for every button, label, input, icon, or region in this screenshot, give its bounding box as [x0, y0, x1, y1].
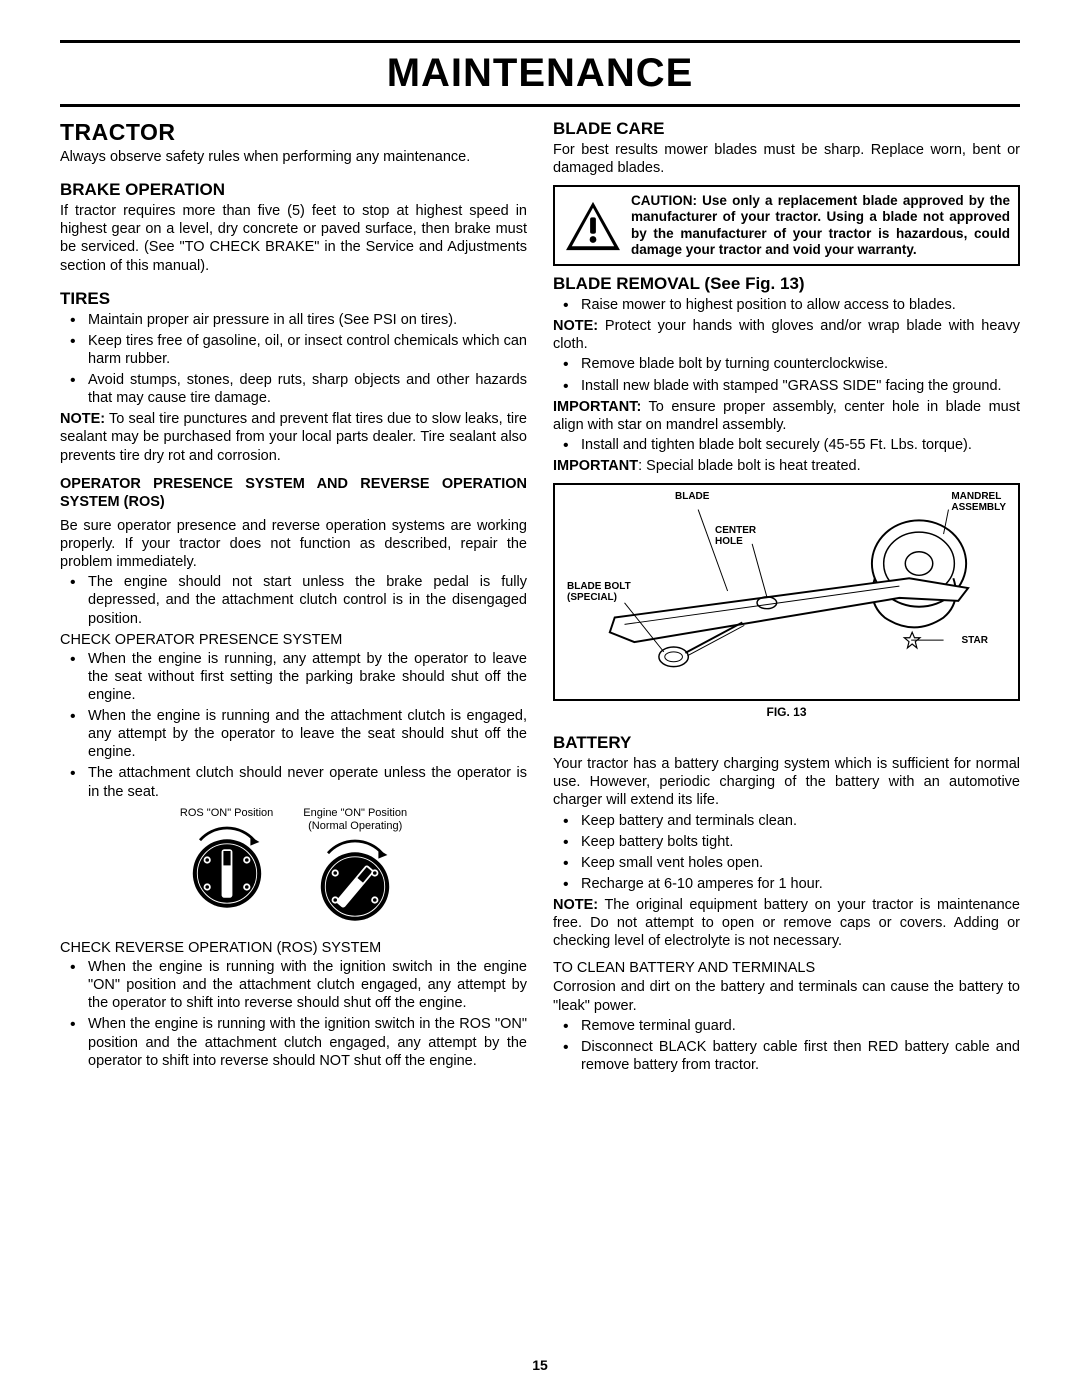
dial-engine-icon — [310, 837, 400, 927]
dial-engine-caption: Engine "ON" Position(Normal Operating) — [303, 807, 407, 833]
list-item: The engine should not start unless the b… — [88, 573, 527, 627]
page-number: 15 — [0, 1357, 1080, 1373]
list-item: Keep battery and terminals clean. — [581, 812, 1020, 830]
battery-list: Keep battery and terminals clean. Keep b… — [553, 812, 1020, 894]
list-item: Keep tires free of gasoline, oil, or ins… — [88, 332, 527, 368]
tractor-heading: TRACTOR — [60, 119, 527, 146]
clean-battery-heading: TO CLEAN BATTERY AND TERMINALS — [553, 960, 1020, 976]
ops-list-3: When the engine is running with the igni… — [60, 958, 527, 1070]
battery-note: NOTE: The original equipment battery on … — [553, 896, 1020, 950]
clean-battery-list: Remove terminal guard. Disconnect BLACK … — [553, 1017, 1020, 1074]
list-item: When the engine is running with the igni… — [88, 1015, 527, 1069]
blade-removal-list-1: Raise mower to highest position to allow… — [553, 296, 1020, 314]
list-item: Avoid stumps, stones, deep ruts, sharp o… — [88, 371, 527, 407]
left-column: TRACTOR Always observe safety rules when… — [60, 119, 527, 1077]
tires-list: Maintain proper air pressure in all tire… — [60, 311, 527, 408]
dial-engine: Engine "ON" Position(Normal Operating) — [303, 807, 407, 932]
blade-removal-note1: NOTE: Protect your hands with gloves and… — [553, 317, 1020, 353]
dials-row: ROS "ON" Position Engine "ON" Position( — [60, 807, 527, 932]
list-item: Keep battery bolts tight. — [581, 833, 1020, 851]
tractor-intro: Always observe safety rules when perform… — [60, 148, 527, 166]
label-mandrel: MANDREL ASSEMBLY — [951, 491, 1006, 513]
ops-list-2: When the engine is running, any attempt … — [60, 650, 527, 801]
list-item: When the engine is running with the igni… — [88, 958, 527, 1012]
right-column: BLADE CARE For best results mower blades… — [553, 119, 1020, 1077]
check-ros-heading: CHECK REVERSE OPERATION (ROS) SYSTEM — [60, 940, 527, 956]
ops-heading: OPERATOR PRESENCE SYSTEM AND REVERSE OPE… — [60, 475, 527, 511]
label-blade-bolt: BLADE BOLT (SPECIAL) — [567, 581, 631, 603]
list-item: Maintain proper air pressure in all tire… — [88, 311, 527, 329]
tires-heading: TIRES — [60, 289, 527, 309]
battery-heading: BATTERY — [553, 733, 1020, 753]
label-star: STAR — [962, 635, 988, 646]
blade-removal-imp1: IMPORTANT: To ensure proper assembly, ce… — [553, 398, 1020, 434]
list-item: When the engine is running and the attac… — [88, 707, 527, 761]
page-title: MAINTENANCE — [60, 43, 1020, 104]
title-bottom-rule — [60, 104, 1020, 107]
battery-intro: Your tractor has a battery charging syst… — [553, 755, 1020, 809]
warning-triangle-icon — [563, 193, 623, 258]
important-label: IMPORTANT — [553, 458, 638, 474]
tires-note: NOTE: To seal tire punctures and prevent… — [60, 410, 527, 464]
check-presence-heading: CHECK OPERATOR PRESENCE SYSTEM — [60, 632, 527, 648]
important-label: IMPORTANT: — [553, 399, 641, 415]
blade-care-heading: BLADE CARE — [553, 119, 1020, 139]
label-blade: BLADE — [675, 491, 709, 502]
ops-intro: Be sure operator presence and reverse op… — [60, 517, 527, 571]
blade-care-text: For best results mower blades must be sh… — [553, 141, 1020, 177]
list-item: Raise mower to highest position to allow… — [581, 296, 1020, 314]
brake-heading: BRAKE OPERATION — [60, 180, 527, 200]
list-item: Install new blade with stamped "GRASS SI… — [581, 377, 1020, 395]
note-label: NOTE: — [60, 411, 105, 427]
list-item: Remove terminal guard. — [581, 1017, 1020, 1035]
note-label: NOTE: — [553, 318, 598, 334]
blade-diagram: BLADE MANDREL ASSEMBLY CENTER HOLE BLADE… — [553, 483, 1020, 701]
list-item: When the engine is running, any attempt … — [88, 650, 527, 704]
label-center-hole: CENTER HOLE — [715, 525, 756, 547]
blade-removal-heading: BLADE REMOVAL (See Fig. 13) — [553, 274, 1020, 294]
list-item: Remove blade bolt by turning countercloc… — [581, 355, 1020, 373]
caution-box: CAUTION: Use only a replacement blade ap… — [553, 185, 1020, 266]
note-text: To seal tire punctures and prevent flat … — [60, 411, 527, 463]
blade-removal-imp2: IMPORTANT: Special blade bolt is heat tr… — [553, 457, 1020, 475]
list-item: The attachment clutch should never opera… — [88, 764, 527, 800]
brake-text: If tractor requires more than five (5) f… — [60, 202, 527, 275]
ops-list-1: The engine should not start unless the b… — [60, 573, 527, 627]
dial-ros-icon — [182, 824, 272, 914]
list-item: Disconnect BLACK battery cable first the… — [581, 1038, 1020, 1074]
clean-battery-text: Corrosion and dirt on the battery and te… — [553, 978, 1020, 1014]
dial-ros: ROS "ON" Position — [180, 807, 273, 932]
list-item: Recharge at 6-10 amperes for 1 hour. — [581, 875, 1020, 893]
list-item: Install and tighten blade bolt securely … — [581, 436, 1020, 454]
note-text: The original equipment battery on your t… — [553, 897, 1020, 949]
content-columns: TRACTOR Always observe safety rules when… — [60, 119, 1020, 1077]
note-text: Protect your hands with gloves and/or wr… — [553, 318, 1020, 352]
caution-text: CAUTION: Use only a replacement blade ap… — [631, 193, 1010, 258]
note-label: NOTE: — [553, 897, 598, 913]
important-text: : Special blade bolt is heat treated. — [638, 458, 860, 474]
dial-ros-caption: ROS "ON" Position — [180, 807, 273, 820]
figure-caption: FIG. 13 — [553, 705, 1020, 719]
blade-removal-list-3: Install and tighten blade bolt securely … — [553, 436, 1020, 454]
list-item: Keep small vent holes open. — [581, 854, 1020, 872]
blade-removal-list-2: Remove blade bolt by turning countercloc… — [553, 355, 1020, 394]
